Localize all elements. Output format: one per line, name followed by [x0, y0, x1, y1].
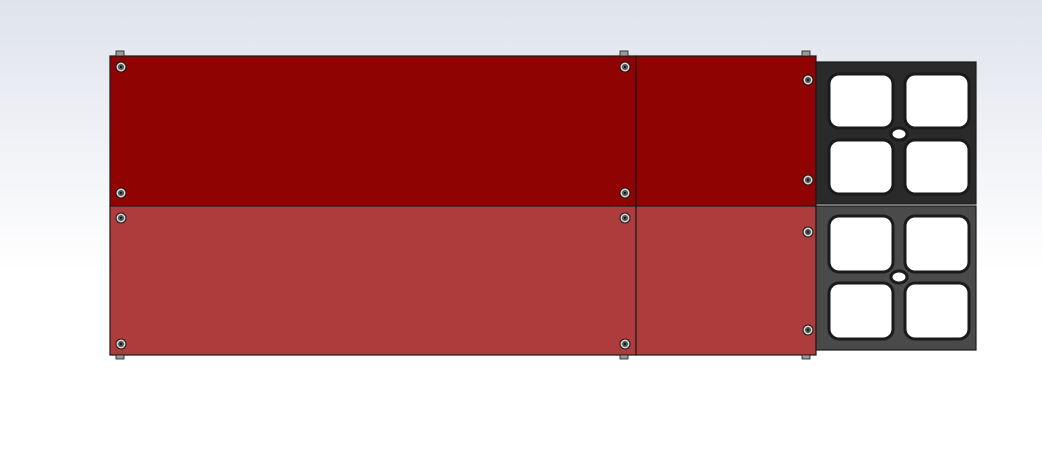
hex-socket-screw-icon: [115, 212, 127, 224]
hex-socket-screw-icon: [802, 226, 814, 238]
upper-bracket-window-br: [903, 138, 971, 196]
hex-socket-screw-icon: [802, 324, 814, 336]
upper-bracket-window-bl: [827, 138, 895, 196]
hex-socket-screw-icon: [115, 61, 127, 73]
lower-bracket-window-bl: [827, 281, 895, 341]
lower-bracket-window-tr: [903, 214, 971, 274]
upper-row: [109, 55, 977, 207]
lower-row: [109, 205, 977, 356]
hex-socket-screw-icon: [619, 212, 631, 224]
hex-socket-screw-icon: [115, 187, 127, 199]
lower-left-panel[interactable]: [109, 205, 637, 356]
hex-socket-screw-icon: [619, 61, 631, 73]
hex-socket-screw-icon: [802, 74, 814, 86]
upper-bracket-window-tl: [827, 72, 895, 130]
upper-left-panel[interactable]: [109, 55, 637, 207]
hex-socket-screw-icon: [619, 338, 631, 350]
hex-socket-screw-icon: [802, 174, 814, 186]
upper-bracket-window-tr: [903, 72, 971, 130]
lower-middle-panel[interactable]: [635, 205, 817, 356]
upper-middle-panel[interactable]: [635, 55, 817, 207]
lower-bracket-center-hole: [889, 269, 909, 285]
upper-bracket[interactable]: [815, 61, 977, 205]
hex-socket-screw-icon: [619, 187, 631, 199]
hex-socket-screw-icon: [115, 338, 127, 350]
upper-bracket-center-hole: [889, 126, 909, 142]
lower-bracket-window-br: [903, 281, 971, 341]
lower-bracket[interactable]: [815, 205, 977, 351]
lower-bracket-window-tl: [827, 214, 895, 274]
mounting-tabs: [115, 50, 811, 360]
